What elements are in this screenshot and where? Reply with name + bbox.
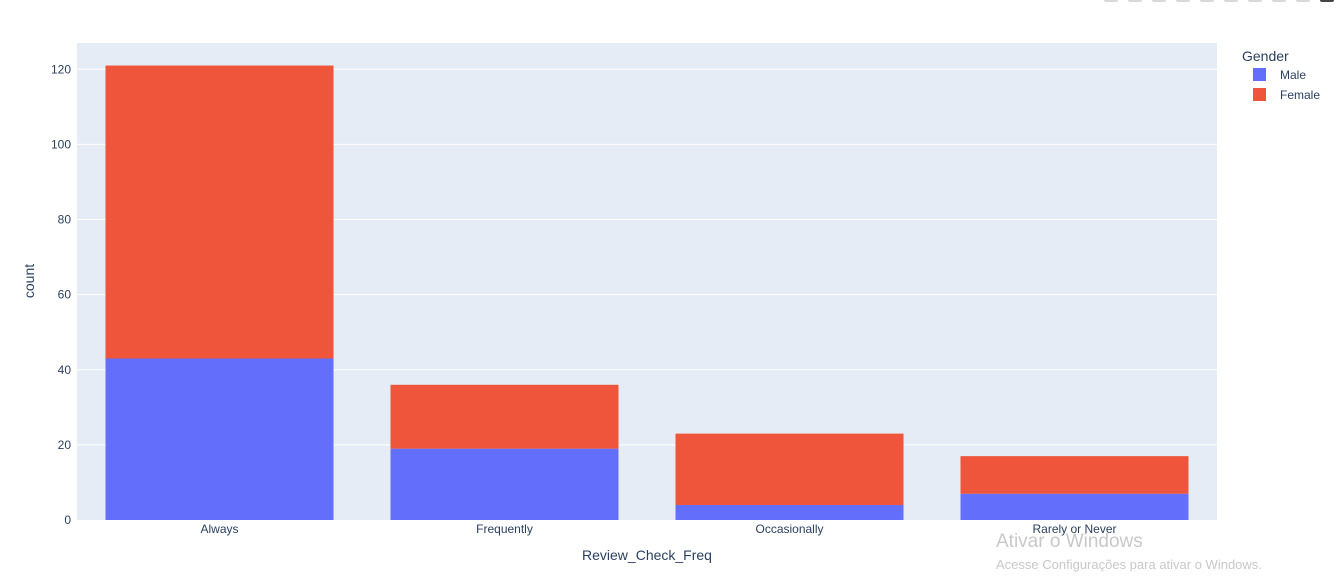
legend-label-female: Female [1280, 88, 1320, 102]
bar-male-rarely-or-never[interactable] [960, 493, 1189, 520]
x-tick-label: Frequently [476, 522, 533, 536]
pan-icon[interactable] [1152, 0, 1166, 2]
bar-male-occasionally[interactable] [675, 504, 904, 520]
y-tick-label: 0 [64, 513, 71, 527]
bar-male-frequently[interactable] [390, 448, 619, 520]
y-tick-label: 100 [51, 137, 71, 151]
y-tick-label: 60 [58, 288, 72, 302]
x-tick-label: Rarely or Never [1032, 522, 1116, 536]
legend[interactable]: Gender Male Female [1242, 48, 1320, 102]
plotly-logo-icon[interactable] [1320, 0, 1334, 2]
zoom-in-icon[interactable] [1224, 0, 1238, 2]
bar-male-always[interactable] [105, 358, 334, 520]
legend-title: Gender [1242, 48, 1289, 64]
x-axis-title: Review_Check_Freq [582, 547, 712, 563]
bar-female-always[interactable] [105, 65, 334, 359]
reset-axes-icon[interactable] [1296, 0, 1310, 2]
legend-item-female[interactable]: Female [1253, 88, 1320, 102]
box-select-icon[interactable] [1176, 0, 1190, 2]
legend-label-male: Male [1280, 68, 1306, 82]
chart-modebar[interactable] [1104, 0, 1334, 2]
windows-activation-watermark: Ativar o Windows Acesse Configurações pa… [996, 531, 1262, 575]
y-axis-title: count [21, 264, 37, 298]
x-tick-label: Occasionally [755, 522, 823, 536]
camera-icon[interactable] [1104, 0, 1118, 2]
zoom-out-icon[interactable] [1248, 0, 1262, 2]
legend-swatch-female [1253, 88, 1266, 101]
bar-female-rarely-or-never[interactable] [960, 456, 1189, 494]
zoom-icon[interactable] [1128, 0, 1142, 2]
x-tick-label: Always [200, 522, 238, 536]
lasso-select-icon[interactable] [1200, 0, 1214, 2]
bar-female-frequently[interactable] [390, 384, 619, 449]
watermark-title: Ativar o Windows [996, 531, 1143, 552]
bars [105, 65, 1189, 520]
autoscale-icon[interactable] [1272, 0, 1286, 2]
legend-item-male[interactable]: Male [1253, 68, 1306, 82]
y-tick-label: 20 [58, 438, 72, 452]
y-tick-label: 120 [51, 62, 71, 76]
y-tick-label: 40 [58, 363, 72, 377]
legend-swatch-male [1253, 68, 1266, 81]
tick-labels: 0 20 40 60 80 100 120 Always Frequently Occasiona… [51, 62, 1117, 536]
watermark-subtitle: Acesse Configurações para ativar o Windo… [996, 557, 1262, 572]
bar-female-occasionally[interactable] [675, 433, 904, 505]
y-tick-label: 80 [58, 213, 72, 227]
